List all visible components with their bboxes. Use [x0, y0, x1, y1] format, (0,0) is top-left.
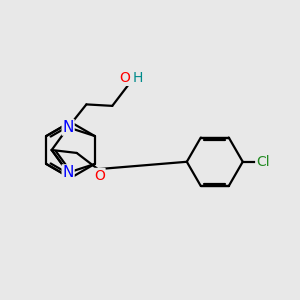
Text: Cl: Cl	[256, 155, 270, 169]
Text: N: N	[62, 120, 74, 135]
Text: N: N	[62, 165, 74, 180]
Text: O: O	[119, 71, 130, 85]
Text: O: O	[94, 169, 105, 183]
Text: H: H	[132, 71, 142, 85]
